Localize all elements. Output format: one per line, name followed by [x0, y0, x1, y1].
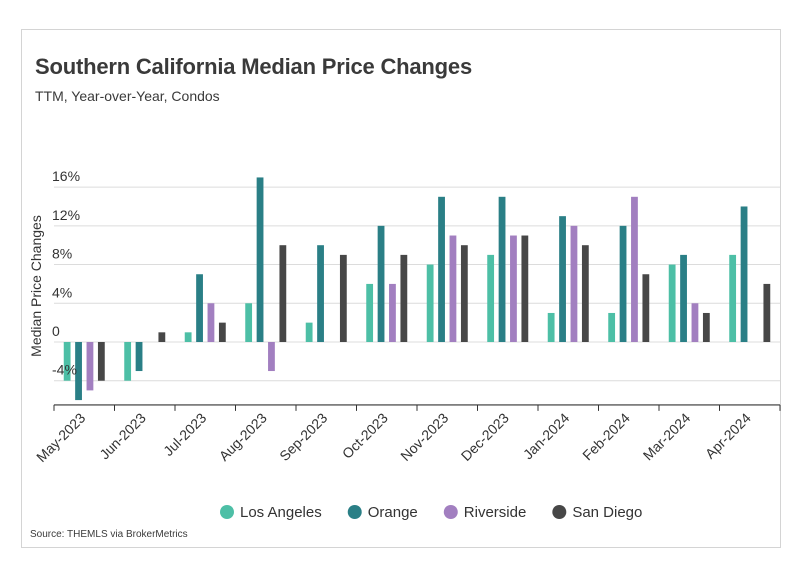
y-tick-label: 8% [52, 246, 72, 262]
y-tick-label: 16% [52, 168, 80, 184]
bar-orange [498, 196, 506, 342]
x-tick-label: Mar-2024 [640, 410, 694, 464]
chart-frame [21, 29, 781, 548]
bar-riverside [570, 225, 578, 342]
bar-orange [559, 216, 566, 342]
bar-los-angeles [63, 342, 71, 381]
bar-san-diego [339, 254, 347, 342]
bar-orange [196, 274, 203, 342]
bar-orange [256, 177, 264, 342]
source-note: Source: THEMLS via BrokerMetrics [30, 529, 188, 540]
bar-orange [377, 225, 385, 342]
legend-marker [443, 505, 458, 519]
y-axis-title: Median Price Changes [28, 215, 44, 357]
bar-riverside [86, 342, 94, 391]
axes [53, 404, 781, 411]
x-tick-label: Jun-2023 [96, 410, 149, 463]
bar-orange [680, 254, 687, 342]
bar-riverside [510, 235, 517, 342]
y-tick-label: 12% [52, 207, 80, 223]
bar-san-diego [279, 245, 287, 342]
x-tick-label: Nov-2023 [397, 410, 451, 464]
x-tick-label: Dec-2023 [458, 410, 512, 464]
legend-marker [347, 505, 362, 519]
bar-los-angeles [366, 283, 374, 342]
bar-san-diego [97, 342, 105, 381]
legend-label: Orange [368, 504, 418, 521]
bar-san-diego [460, 245, 468, 342]
legend-marker [220, 505, 234, 519]
y-tick-label: 0 [52, 323, 60, 339]
legend-label: Los Angeles [240, 504, 322, 521]
bars [63, 177, 771, 401]
bar-los-angeles [305, 322, 313, 342]
bar-san-diego [642, 274, 650, 342]
bar-san-diego [763, 283, 771, 342]
y-tick-label: -4% [52, 362, 77, 378]
bar-los-angeles [184, 332, 192, 342]
bar-los-angeles [245, 303, 253, 342]
bar-los-angeles [547, 312, 555, 342]
x-tick-label: Oct-2023 [339, 410, 391, 462]
bar-san-diego [702, 312, 710, 342]
x-tick-label: May-2023 [33, 410, 88, 465]
bar-orange [740, 206, 748, 342]
chart-title: Southern California Median Price Changes [35, 54, 472, 79]
bar-san-diego [158, 332, 166, 342]
bar-riverside [449, 235, 457, 342]
bar-riverside [691, 303, 699, 342]
bar-san-diego [581, 245, 589, 342]
bar-riverside [207, 303, 215, 342]
x-tick-label: Sep-2023 [276, 410, 330, 464]
bar-orange [619, 225, 627, 342]
bar-los-angeles [487, 254, 495, 342]
bar-los-angeles [729, 254, 737, 342]
legend: Los Angeles Orange Riverside San Diego [220, 504, 642, 521]
legend-label: San Diego [572, 504, 642, 521]
x-tick-label: Apr-2024 [702, 410, 754, 462]
bar-san-diego [400, 254, 408, 342]
bar-san-diego [218, 322, 226, 342]
chart-subtitle: TTM, Year-over-Year, Condos [35, 88, 220, 104]
bar-riverside [631, 196, 638, 342]
bar-san-diego [521, 235, 529, 342]
bar-orange [317, 245, 324, 342]
bar-los-angeles [426, 264, 434, 342]
gridlines [54, 186, 780, 382]
bar-orange [75, 342, 82, 401]
x-tick-label: Feb-2024 [579, 410, 633, 464]
bar-riverside [389, 283, 396, 342]
bar-los-angeles [124, 342, 132, 381]
bar-orange [135, 342, 143, 372]
x-tick-label: Aug-2023 [216, 410, 270, 464]
legend-marker [552, 505, 567, 519]
x-tick-label: Jan-2024 [520, 410, 573, 463]
bar-riverside [268, 342, 275, 372]
y-tick-label: 4% [52, 284, 72, 300]
bar-los-angeles [608, 312, 616, 342]
x-tick-label: Jul-2023 [160, 410, 209, 459]
legend-label: Riverside [464, 504, 527, 521]
bar-los-angeles [668, 264, 676, 342]
bar-orange [438, 196, 445, 342]
